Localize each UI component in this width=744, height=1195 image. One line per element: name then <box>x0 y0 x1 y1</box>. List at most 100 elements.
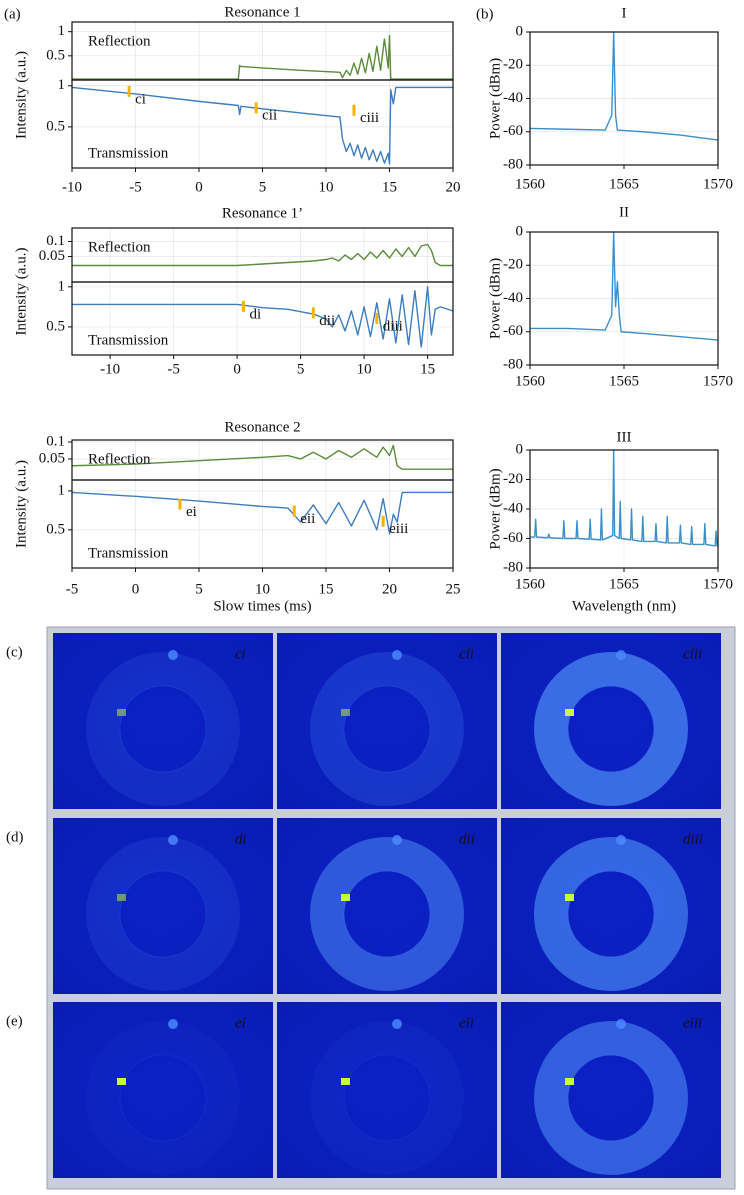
hot-spot <box>565 709 574 716</box>
image-panel <box>277 1002 497 1178</box>
annotation: cii <box>262 108 277 124</box>
ring-inner <box>119 870 207 958</box>
plot-frame <box>529 231 719 366</box>
ring-inner <box>119 685 207 773</box>
x-axis-label: Slow times (ms) <box>213 598 311 614</box>
y-axis-label: Intensity (a.u.) <box>13 248 29 336</box>
annotation: ci <box>135 91 146 107</box>
y-tick-label: -80 <box>503 559 523 575</box>
plot-frame <box>71 281 454 356</box>
probe-spot <box>168 1019 178 1029</box>
hot-spot <box>117 1078 126 1085</box>
probe-spot <box>392 650 402 660</box>
chart-title: Resonance 1 <box>224 4 300 20</box>
y-tick-label: 1 <box>58 23 66 39</box>
ring-glow <box>310 1021 464 1175</box>
image-panel <box>53 633 273 809</box>
x-tick-label: -5 <box>129 179 142 195</box>
chart-title: Resonance 1’ <box>222 205 303 221</box>
hot-spot <box>565 1078 574 1085</box>
x-tick-label: 20 <box>446 179 461 195</box>
annotation-arrow <box>311 307 315 319</box>
hot-spot <box>341 1078 350 1085</box>
chart-title: I <box>622 5 627 21</box>
x-tick-label: 0 <box>233 361 241 377</box>
ring-inner <box>343 870 431 958</box>
plot-frame <box>71 479 454 569</box>
y-tick-label: 0 <box>516 441 524 457</box>
data-line <box>71 444 453 470</box>
y-tick-label: -60 <box>503 323 523 339</box>
annotation: dii <box>319 313 335 329</box>
ring-glow <box>310 652 464 806</box>
ring-inner <box>567 685 655 773</box>
x-tick-label: 10 <box>255 581 270 597</box>
row-label: (c) <box>6 644 23 660</box>
data-line <box>530 449 718 547</box>
ring-glow <box>86 837 240 991</box>
data-line <box>71 86 453 165</box>
x-tick-label: 1565 <box>609 576 639 592</box>
probe-spot <box>392 1019 402 1029</box>
x-tick-label: 1570 <box>703 176 733 192</box>
x-tick-label: 10 <box>357 361 372 377</box>
hot-spot <box>117 709 126 716</box>
legend-label: Transmission <box>88 332 169 348</box>
image-label: eii <box>459 1015 474 1031</box>
ring-inner <box>343 1054 431 1142</box>
x-tick-label: 25 <box>446 581 461 597</box>
y-tick-label: 0.1 <box>46 233 65 249</box>
x-tick-label: -5 <box>167 361 180 377</box>
y-tick-label: 0.5 <box>46 47 65 63</box>
annotation-arrow <box>292 505 296 517</box>
x-tick-label: 5 <box>259 179 267 195</box>
panel-label: (b) <box>476 6 494 22</box>
annotation-arrow <box>352 104 356 116</box>
ring-glow <box>86 1021 240 1175</box>
legend-label: Transmission <box>88 145 169 161</box>
annotation: ciii <box>360 110 379 126</box>
image-label: eiii <box>683 1015 702 1031</box>
y-axis-label: Intensity (a.u.) <box>13 51 29 139</box>
legend-label: Reflection <box>88 451 151 467</box>
image-label: di <box>235 831 247 847</box>
x-tick-label: 1560 <box>515 576 545 592</box>
annotation-arrow <box>178 498 182 510</box>
y-tick-label: 0.5 <box>46 521 65 537</box>
x-tick-label: -10 <box>100 361 120 377</box>
x-tick-label: 1560 <box>515 373 545 389</box>
y-tick-label: 0.5 <box>46 318 65 334</box>
annotation: eii <box>300 511 315 527</box>
data-line <box>530 231 719 341</box>
y-tick-label: 0.5 <box>46 118 65 134</box>
ring-glow <box>534 652 688 806</box>
image-label: cii <box>459 646 474 662</box>
ring-inner <box>119 1054 207 1142</box>
image-panel <box>277 633 497 809</box>
y-tick-label: -40 <box>503 90 523 106</box>
annotation: diii <box>383 318 403 334</box>
x-tick-label: 1560 <box>515 176 545 192</box>
data-line <box>529 31 719 141</box>
annotation-arrow <box>375 312 379 324</box>
x-tick-label: -10 <box>62 179 82 195</box>
x-tick-label: 0 <box>132 581 140 597</box>
y-tick-label: 0 <box>516 223 524 239</box>
y-tick-label: -60 <box>503 123 523 139</box>
legend-label: Reflection <box>88 239 151 255</box>
annotation: di <box>249 306 261 322</box>
ring-inner <box>343 685 431 773</box>
data-line <box>72 286 454 348</box>
data-line <box>72 243 453 267</box>
x-tick-label: 15 <box>382 179 397 195</box>
x-tick-label: 15 <box>319 581 334 597</box>
x-tick-label: 1570 <box>703 576 733 592</box>
annotation: eiii <box>389 521 408 537</box>
hot-spot <box>341 894 350 901</box>
y-tick-label: 1 <box>58 77 66 93</box>
x-tick-label: 1570 <box>703 373 733 389</box>
hot-spot <box>341 709 350 716</box>
plot-frame <box>529 449 719 569</box>
y-tick-label: 0.05 <box>39 248 65 264</box>
x-tick-label: 10 <box>319 179 334 195</box>
